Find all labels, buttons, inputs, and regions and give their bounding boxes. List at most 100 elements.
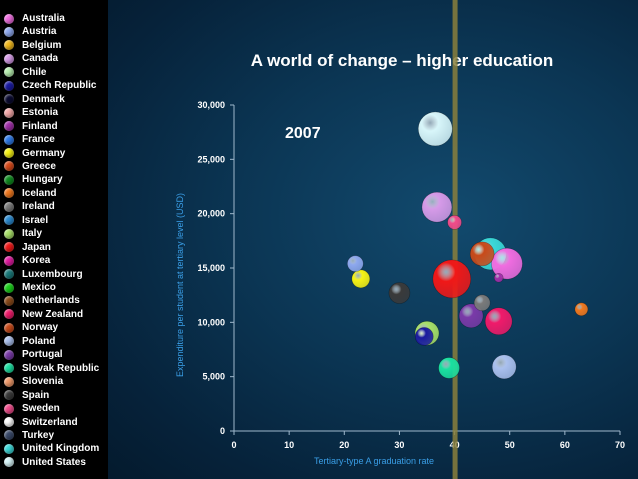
- legend-swatch: [4, 215, 14, 226]
- legend-item: Denmark: [4, 93, 65, 106]
- bubble-germany: [351, 269, 371, 289]
- legend-label: Luxembourg: [22, 268, 83, 280]
- legend-swatch: [4, 363, 14, 374]
- legend-swatch: [4, 376, 14, 387]
- x-tick-label: 50: [505, 440, 515, 450]
- legend-swatch: [4, 107, 14, 118]
- legend-item: Netherlands: [4, 294, 80, 307]
- bubble-poland: [491, 354, 517, 380]
- legend-label: Sweden: [22, 403, 60, 415]
- legend-label: France: [22, 134, 55, 146]
- legend-item: Luxembourg: [4, 268, 83, 281]
- reference-line: [452, 0, 458, 479]
- legend-item: Slovenia: [4, 375, 63, 388]
- legend-label: Australia: [22, 13, 65, 24]
- x-tick-label: 70: [615, 440, 625, 450]
- legend-item: Iceland: [4, 187, 56, 200]
- legend-item: France: [4, 133, 55, 146]
- legend-swatch: [4, 13, 14, 24]
- legend-item: Spain: [4, 389, 49, 402]
- legend-item: Ireland: [4, 200, 55, 213]
- legend-swatch: [4, 94, 14, 105]
- y-axis-label: Expenditure per student at tertiary leve…: [175, 193, 185, 377]
- year-annotation: 2007: [285, 125, 321, 142]
- legend-label: Estonia: [22, 107, 59, 119]
- bubble-iceland: [574, 302, 589, 317]
- y-tick-label: 25,000: [197, 154, 225, 164]
- legend-item: Italy: [4, 227, 42, 240]
- x-tick-label: 0: [231, 440, 236, 450]
- bubble-spain: [388, 282, 411, 304]
- bubble-portugal: [458, 303, 484, 329]
- legend-swatch: [4, 457, 14, 468]
- legend-swatch: [4, 80, 14, 91]
- legend-label: Turkey: [22, 429, 55, 441]
- legend-swatch: [4, 309, 14, 320]
- legend-swatch: [4, 174, 14, 185]
- y-tick-label: 20,000: [197, 209, 225, 219]
- legend-label: Germany: [22, 147, 66, 159]
- y-tick-label: 30,000: [197, 100, 225, 110]
- legend-item: United States: [4, 456, 86, 469]
- legend-item: Turkey: [4, 429, 54, 442]
- country-legend: Australia Austria Belgium Canada Chile Czech …: [0, 0, 108, 479]
- y-tick-label: 5,000: [202, 372, 225, 382]
- chart-panel: A world of change – higher education 200…: [108, 0, 638, 479]
- legend-swatch: [4, 443, 14, 454]
- legend-swatch: [4, 336, 14, 347]
- chart: A world of change – higher education 200…: [175, 0, 625, 479]
- y-tick-label: 0: [220, 426, 225, 436]
- axes: 01020304050607005,00010,00015,00020,0002…: [197, 0, 625, 479]
- x-tick-label: 10: [284, 440, 294, 450]
- legend-item: Finland: [4, 120, 58, 133]
- legend-label: Finland: [22, 120, 58, 132]
- chart-title: A world of change – higher education: [251, 51, 554, 70]
- legend-label: Greece: [22, 160, 56, 172]
- legend-item: Canada: [4, 52, 58, 65]
- bubble-sweden: [447, 215, 462, 230]
- data-points: [347, 111, 589, 380]
- legend-label: United States: [22, 456, 86, 468]
- legend-label: Switzerland: [22, 416, 78, 428]
- legend-label: Chile: [22, 66, 47, 78]
- legend-label: Slovak Republic: [22, 362, 100, 374]
- legend-item: Germany: [4, 147, 65, 160]
- bubble-slovak-republic: [438, 357, 460, 379]
- legend-swatch: [4, 295, 14, 306]
- legend-label: Portugal: [22, 349, 63, 361]
- legend-item: Chile: [4, 66, 46, 79]
- legend-label: Canada: [22, 53, 59, 65]
- y-tick-label: 15,000: [197, 263, 225, 273]
- legend-item: United Kingdom: [4, 442, 99, 455]
- legend-label: Hungary: [22, 174, 63, 186]
- bubble-new-zealand: [484, 307, 513, 336]
- legend-swatch: [4, 417, 14, 427]
- bubble-australia: [491, 247, 523, 280]
- legend-label: Mexico: [22, 282, 56, 293]
- legend-item: Norway: [4, 321, 58, 334]
- legend-item: Sweden: [4, 402, 60, 415]
- x-tick-label: 20: [339, 440, 349, 450]
- legend-swatch: [4, 322, 14, 333]
- y-tick-label: 10,000: [197, 317, 225, 327]
- legend-item: Switzerland: [4, 416, 78, 429]
- legend-item: Czech Republic: [4, 79, 96, 92]
- legend-item: Korea: [4, 254, 50, 267]
- legend-label: Korea: [22, 255, 51, 267]
- legend-label: Denmark: [22, 93, 65, 105]
- legend-swatch: [4, 121, 14, 132]
- x-tick-label: 30: [394, 440, 404, 450]
- bubble-canada: [421, 191, 453, 223]
- legend-swatch: [4, 40, 14, 51]
- legend-label: Poland: [22, 335, 56, 347]
- legend-label: United Kingdom: [22, 443, 100, 455]
- legend-swatch: [4, 255, 14, 266]
- legend-item: Estonia: [4, 106, 58, 119]
- bubble-finland: [493, 272, 504, 283]
- legend-label: Austria: [22, 26, 57, 38]
- legend-swatch: [4, 390, 14, 401]
- x-tick-label: 60: [560, 440, 570, 450]
- legend-label: Israel: [22, 214, 49, 226]
- legend-label: Belgium: [22, 39, 62, 51]
- legend-item: Israel: [4, 214, 48, 227]
